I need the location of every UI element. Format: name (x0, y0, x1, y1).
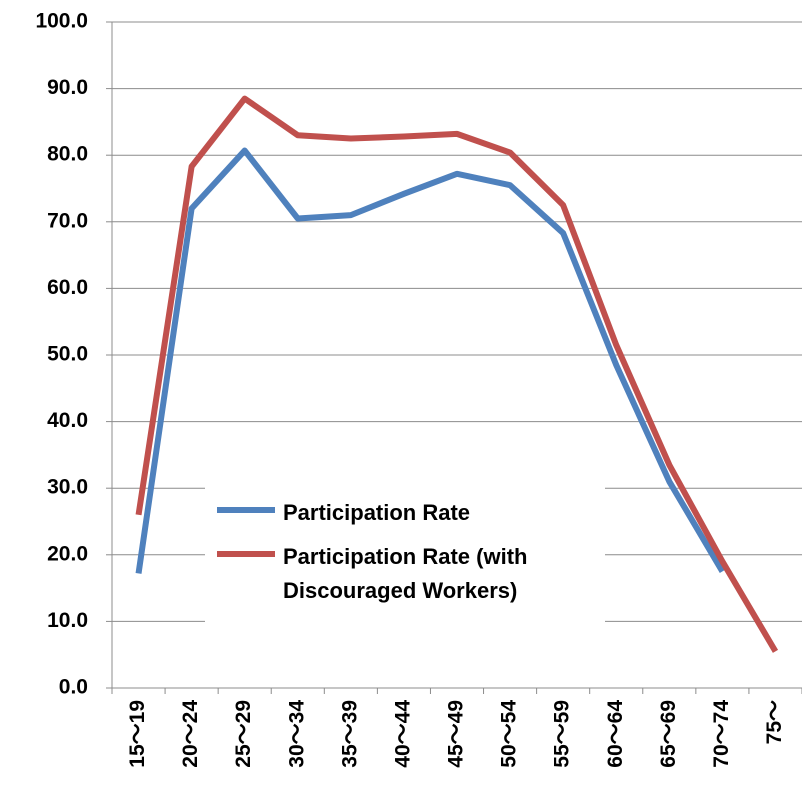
x-tick-label: 25～29 (232, 700, 255, 768)
legend-label: Participation Rate (283, 500, 471, 525)
y-tick-label: 10.0 (47, 609, 88, 632)
y-tick-label: 20.0 (47, 542, 88, 565)
y-tick-label: 30.0 (47, 476, 88, 499)
x-tick-label: 15～19 (126, 700, 149, 768)
x-tick-label: 40～44 (391, 700, 414, 768)
x-tick-label: 30～34 (285, 700, 308, 768)
x-tick-label: 75～ (763, 700, 786, 744)
legend: Participation Rate Participation Rate (wi… (205, 478, 605, 626)
x-tick-label: 70～74 (710, 700, 733, 768)
x-tick-label: 55～59 (551, 700, 574, 768)
y-tick-label: 100.0 (35, 10, 88, 33)
data-line (135, 95, 779, 653)
y-tick-label: 40.0 (47, 409, 88, 432)
y-tick-label: 70.0 (47, 209, 88, 232)
legend-entry: Participation Rate (205, 496, 605, 530)
data-line (135, 147, 725, 574)
y-tick-label: 80.0 (47, 143, 88, 166)
y-tick-label: 90.0 (47, 76, 88, 99)
x-tick-label: 60～64 (604, 700, 627, 768)
y-tick-label: 60.0 (47, 276, 88, 299)
x-tick-label: 45～49 (445, 700, 468, 768)
x-tick-label: 65～69 (657, 700, 680, 768)
legend-swatch (217, 551, 275, 557)
legend-entry: Participation Rate (with Discouraged Wor… (205, 540, 605, 608)
x-tick-label: 20～24 (179, 700, 202, 768)
legend-swatch (217, 507, 275, 513)
y-tick-label: 0.0 (59, 676, 88, 699)
x-tick-label: 50～54 (498, 700, 521, 768)
y-tick-label: 50.0 (47, 343, 88, 366)
legend-label: Participation Rate (with Discouraged Wor… (283, 544, 528, 603)
x-tick-label: 35～39 (338, 700, 361, 768)
